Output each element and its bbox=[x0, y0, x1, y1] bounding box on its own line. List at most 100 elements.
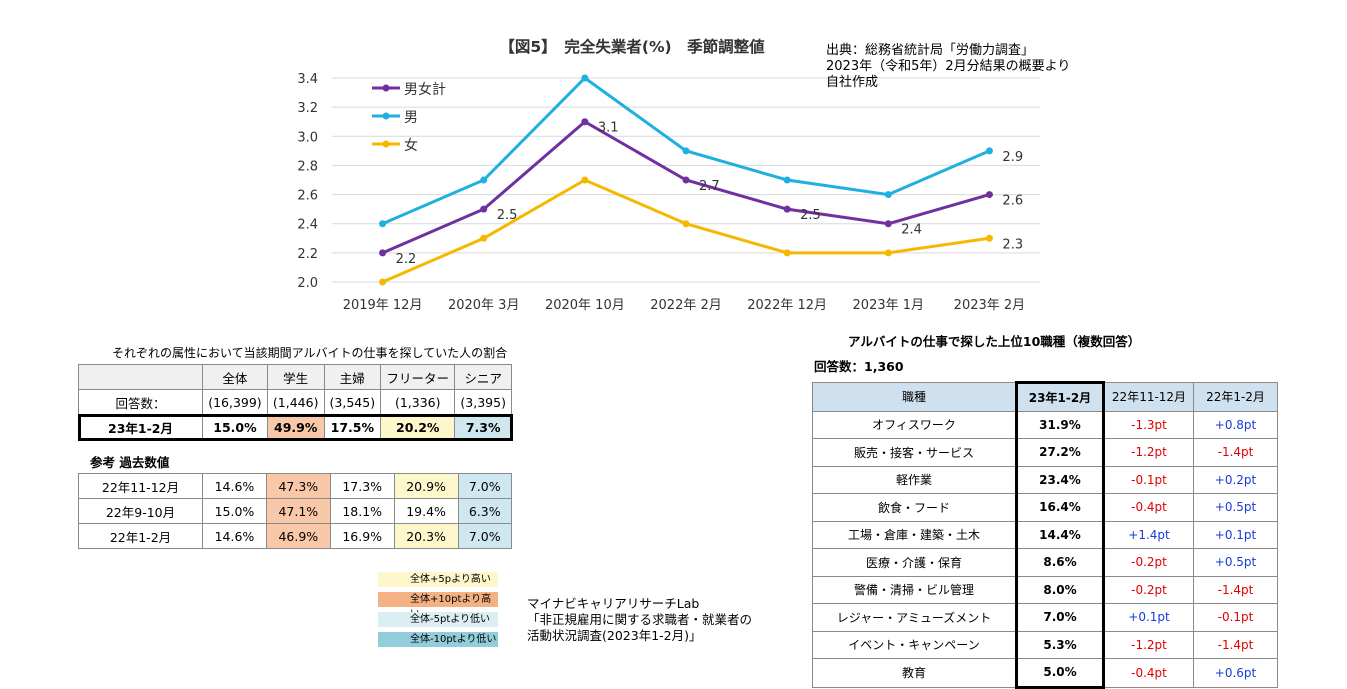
job-name: 教育 bbox=[812, 658, 1017, 688]
job-diff-year: -0.1pt bbox=[1193, 603, 1278, 632]
data-point bbox=[480, 176, 488, 184]
job-diff-prev: -0.2pt bbox=[1103, 548, 1194, 577]
y-tick-label: 2.2 bbox=[297, 247, 318, 262]
attr-count: (16,399) bbox=[202, 389, 268, 415]
jobs-row: 販売・接客・サービス 27.2% -1.2pt -1.4pt bbox=[812, 438, 1278, 467]
data-point bbox=[379, 220, 387, 228]
attr-count-row: 回答数： (16,399) (1,446) (3,545) (1,336) (3… bbox=[78, 389, 512, 415]
past-label: 22年1-2月 bbox=[78, 523, 203, 549]
source-line-3: 自社作成 bbox=[826, 75, 879, 90]
jobs-table-title: アルバイトの仕事で探した上位10職種（複数回答） bbox=[848, 334, 1141, 349]
attr-count: (3,395) bbox=[454, 389, 512, 415]
past-table: 22年11-12月 14.6% 47.3% 17.3% 20.9% 7.0% 2… bbox=[78, 473, 512, 549]
data-point bbox=[783, 205, 791, 213]
data-label: 2.5 bbox=[800, 208, 821, 223]
jobs-header-row: 職種 23年1-2月 22年11-12月 22年1-2月 bbox=[812, 381, 1278, 412]
job-diff-prev: -0.2pt bbox=[1103, 575, 1194, 604]
y-tick-label: 2.6 bbox=[297, 189, 318, 204]
past-label: 22年11-12月 bbox=[78, 473, 203, 499]
data-label: 2.6 bbox=[1002, 194, 1023, 209]
past-value: 7.0% bbox=[457, 523, 512, 549]
data-point bbox=[581, 118, 589, 126]
past-table-caption: 参考 過去数値 bbox=[90, 455, 170, 470]
job-diff-year: +0.8pt bbox=[1193, 410, 1278, 439]
source-note: 出典：総務省統計局「労働力調査」 2023年（令和5年）2月分結果の概要より 自… bbox=[826, 43, 1070, 91]
y-tick-label: 2.0 bbox=[297, 276, 318, 291]
attr-header-row: 全体 学生 主婦 フリーター シニア bbox=[78, 364, 512, 390]
job-current-share: 5.3% bbox=[1015, 630, 1105, 659]
data-point bbox=[985, 147, 993, 155]
jobs-row: 医療・介護・保育 8.6% -0.2pt +0.5pt bbox=[812, 548, 1278, 577]
attr-table-caption: それぞれの属性において当該期間アルバイトの仕事を探していた人の割合 bbox=[112, 346, 508, 360]
legend-marker bbox=[382, 84, 390, 92]
data-point bbox=[783, 249, 791, 257]
job-diff-prev: -0.1pt bbox=[1103, 465, 1194, 494]
data-point bbox=[379, 278, 387, 286]
jobs-row: 工場・倉庫・建築・土木 14.4% +1.4pt +0.1pt bbox=[812, 520, 1278, 549]
color-legend-item: 全体+10ptより高い bbox=[378, 592, 498, 620]
x-tick-label: 2022年 2月 bbox=[650, 298, 722, 313]
lab-source: マイナビキャリアリサーチLab 「非正規雇用に関する求職者・就業者の 活動状況調… bbox=[527, 596, 752, 644]
x-tick-label: 2020年 10月 bbox=[545, 298, 625, 313]
data-point bbox=[985, 191, 993, 199]
job-diff-prev: +1.4pt bbox=[1103, 520, 1194, 549]
job-name: 医療・介護・保育 bbox=[812, 548, 1017, 577]
data-point bbox=[682, 147, 690, 155]
jobs-count: 回答数：1,360 bbox=[814, 359, 904, 374]
legend-label: 男女計 bbox=[404, 81, 446, 98]
attr-count: (3,545) bbox=[323, 389, 382, 415]
job-diff-year: +0.5pt bbox=[1193, 493, 1278, 522]
job-current-share: 8.6% bbox=[1015, 548, 1105, 577]
job-current-share: 27.2% bbox=[1015, 438, 1105, 467]
past-value: 20.9% bbox=[393, 473, 459, 499]
past-row: 22年11-12月 14.6% 47.3% 17.3% 20.9% 7.0% bbox=[78, 473, 512, 499]
jobs-row: オフィスワーク 31.9% -1.3pt +0.8pt bbox=[812, 410, 1278, 439]
legend-label: 男 bbox=[404, 110, 418, 126]
unemployment-line-chart: 【図5】 完全失業者(%) 季節調整値 2.0 2.2 2.4 2.6 2.8 3.0 3.2… bbox=[297, 37, 1040, 313]
job-diff-prev: -0.4pt bbox=[1103, 658, 1194, 688]
data-point bbox=[682, 176, 690, 184]
past-value: 17.3% bbox=[329, 473, 395, 499]
lab-source-line-1: マイナビキャリアリサーチLab bbox=[527, 596, 700, 611]
job-name: 工場・倉庫・建築・土木 bbox=[812, 520, 1017, 549]
jobs-row: 飲食・フード 16.4% -0.4pt +0.5pt bbox=[812, 493, 1278, 522]
job-diff-year: +0.5pt bbox=[1193, 548, 1278, 577]
x-tick-label: 2020年 3月 bbox=[448, 298, 520, 313]
legend-label: 女 bbox=[404, 137, 418, 154]
chart-title: 【図5】 完全失業者(%) 季節調整値 bbox=[499, 37, 765, 56]
jobs-header: 22年11-12月 bbox=[1103, 382, 1194, 412]
data-point bbox=[884, 191, 892, 199]
jobs-body: オフィスワーク 31.9% -1.3pt +0.8pt 販売・接客・サービス 27.2% -… bbox=[812, 410, 1278, 689]
attr-header: 全体 bbox=[202, 364, 268, 390]
color-legend-item: 全体+5pより高い bbox=[378, 572, 498, 587]
past-value: 14.6% bbox=[202, 523, 267, 549]
past-value: 6.3% bbox=[457, 498, 512, 524]
y-tick-label: 3.2 bbox=[297, 101, 318, 116]
job-diff-prev: -1.3pt bbox=[1103, 410, 1194, 439]
data-point bbox=[884, 220, 892, 228]
x-tick-label: 2019年 12月 bbox=[343, 298, 423, 313]
job-diff-year: +0.6pt bbox=[1193, 658, 1278, 688]
x-tick-label: 2023年 1月 bbox=[853, 298, 925, 313]
job-current-share: 8.0% bbox=[1015, 575, 1105, 604]
past-value: 20.3% bbox=[393, 523, 459, 549]
job-name: イベント・キャンペーン bbox=[812, 630, 1017, 659]
attr-current-value: 17.5% bbox=[323, 414, 382, 440]
job-name: 販売・接客・サービス bbox=[812, 438, 1017, 467]
attr-header: 主婦 bbox=[323, 364, 382, 390]
past-value: 46.9% bbox=[265, 523, 331, 549]
attr-table: 全体 学生 主婦 フリーター シニア 回答数： (16,399) (1,446)… bbox=[77, 364, 513, 441]
job-name: 飲食・フード bbox=[812, 493, 1017, 522]
jobs-header-current: 23年1-2月 bbox=[1015, 381, 1105, 412]
data-point bbox=[379, 249, 387, 257]
data-point bbox=[682, 220, 690, 228]
data-point bbox=[480, 234, 488, 242]
jobs-table: 職種 23年1-2月 22年11-12月 22年1-2月 オフィスワーク 31.9… bbox=[812, 381, 1278, 689]
past-value: 16.9% bbox=[329, 523, 395, 549]
past-value: 7.0% bbox=[457, 473, 512, 499]
x-tick-label: 2022年 12月 bbox=[747, 298, 827, 313]
past-row: 22年9-10月 15.0% 47.1% 18.1% 19.4% 6.3% bbox=[78, 498, 512, 524]
data-point bbox=[985, 234, 993, 242]
job-name: オフィスワーク bbox=[812, 410, 1017, 439]
y-tick-label: 3.4 bbox=[297, 72, 318, 87]
